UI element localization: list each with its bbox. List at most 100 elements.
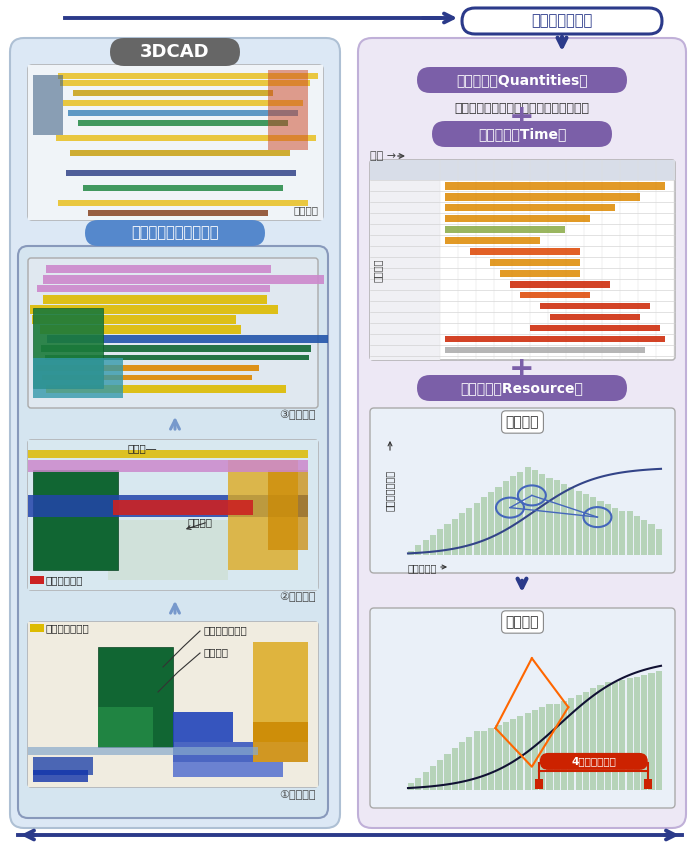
Text: 4ヶ月工期短縮: 4ヶ月工期短縮 [571, 757, 616, 767]
Bar [437, 529, 443, 555]
Bar [524, 713, 531, 790]
Bar [73, 90, 273, 96]
Bar [496, 486, 502, 555]
Bar [445, 336, 665, 342]
Bar [597, 685, 603, 790]
Bar [42, 375, 252, 380]
Bar [253, 642, 308, 742]
Bar [656, 529, 662, 555]
FancyBboxPatch shape [358, 38, 686, 828]
Bar [474, 731, 480, 790]
Bar [60, 80, 310, 86]
Bar [30, 624, 44, 632]
Bar [83, 185, 283, 191]
FancyBboxPatch shape [110, 38, 240, 66]
Bar [423, 772, 429, 790]
Bar [597, 501, 603, 555]
Bar [452, 519, 458, 555]
Bar [415, 545, 421, 555]
Bar [30, 576, 44, 584]
Bar [445, 347, 645, 353]
Bar [550, 314, 640, 320]
FancyBboxPatch shape [432, 121, 612, 147]
Text: +: + [509, 103, 535, 133]
Bar [517, 472, 524, 555]
Bar [634, 515, 640, 555]
FancyBboxPatch shape [417, 67, 627, 93]
Bar [113, 500, 253, 515]
Bar [45, 355, 309, 360]
FancyBboxPatch shape [28, 622, 318, 787]
Bar [648, 673, 654, 790]
FancyBboxPatch shape [370, 608, 675, 808]
Bar [568, 698, 575, 790]
Bar [612, 682, 618, 790]
Text: ②作業計画: ②作業計画 [279, 592, 316, 602]
Bar [36, 365, 259, 371]
Bar [590, 688, 596, 790]
Bar [43, 295, 267, 304]
Bar [634, 676, 640, 790]
Bar [459, 742, 466, 790]
Bar [173, 762, 283, 777]
Bar [228, 460, 298, 570]
Bar [28, 440, 318, 590]
Bar [524, 467, 531, 555]
Bar [490, 259, 580, 266]
FancyBboxPatch shape [28, 258, 318, 408]
Bar [173, 712, 233, 742]
Bar [33, 470, 118, 570]
Bar [63, 100, 303, 106]
Bar [108, 520, 228, 580]
Bar [445, 204, 615, 211]
Text: 平準化前: 平準化前 [505, 415, 539, 429]
Bar [28, 450, 308, 458]
Bar [423, 540, 429, 555]
Bar [532, 711, 538, 790]
Bar [415, 778, 421, 790]
Bar [445, 182, 665, 190]
Bar [568, 487, 575, 555]
Bar [58, 73, 318, 79]
Bar [575, 694, 582, 790]
Text: 仮設足場: 仮設足場 [188, 517, 213, 527]
Text: 工程（日）: 工程（日） [408, 563, 438, 573]
Bar [98, 707, 153, 747]
Bar [539, 475, 545, 555]
Bar [445, 226, 565, 233]
FancyBboxPatch shape [370, 160, 675, 360]
Bar [626, 678, 633, 790]
Bar [33, 770, 88, 782]
Bar [656, 671, 662, 790]
Bar [530, 325, 660, 331]
Bar [430, 766, 436, 790]
Bar [474, 503, 480, 555]
Bar [510, 719, 516, 790]
Bar [547, 705, 552, 790]
Bar [28, 495, 308, 517]
Bar [173, 742, 253, 762]
Bar [408, 550, 414, 555]
Bar [575, 491, 582, 555]
Bar [517, 716, 524, 790]
Text: 部：モジュール: 部：モジュール [46, 623, 90, 633]
Bar [561, 701, 567, 790]
Bar [28, 622, 318, 787]
Bar [68, 110, 298, 116]
FancyBboxPatch shape [28, 65, 323, 220]
Bar [452, 748, 458, 790]
Bar [78, 120, 288, 126]
Text: シミュレーション技術: シミュレーション技術 [132, 226, 218, 240]
Bar [466, 508, 473, 555]
Bar [605, 682, 611, 790]
Bar [88, 210, 268, 216]
Bar [444, 524, 451, 555]
Text: 人員計画（Resource）: 人員計画（Resource） [461, 381, 583, 395]
Bar [620, 511, 626, 555]
Bar [47, 335, 328, 343]
Bar [503, 722, 509, 790]
Bar [33, 757, 93, 775]
Bar [554, 705, 560, 790]
Bar [583, 692, 589, 790]
Text: ③工事完了: ③工事完了 [279, 410, 316, 420]
